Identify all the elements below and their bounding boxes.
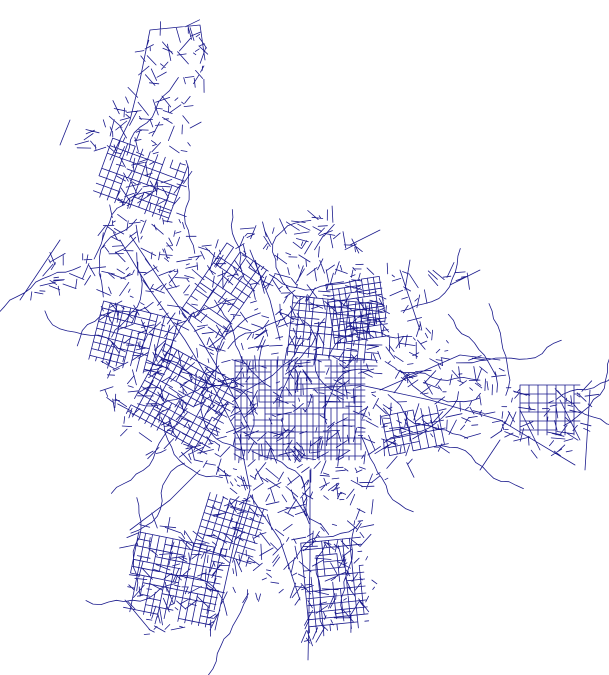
street-segments xyxy=(0,19,609,675)
street-lines xyxy=(0,19,609,675)
